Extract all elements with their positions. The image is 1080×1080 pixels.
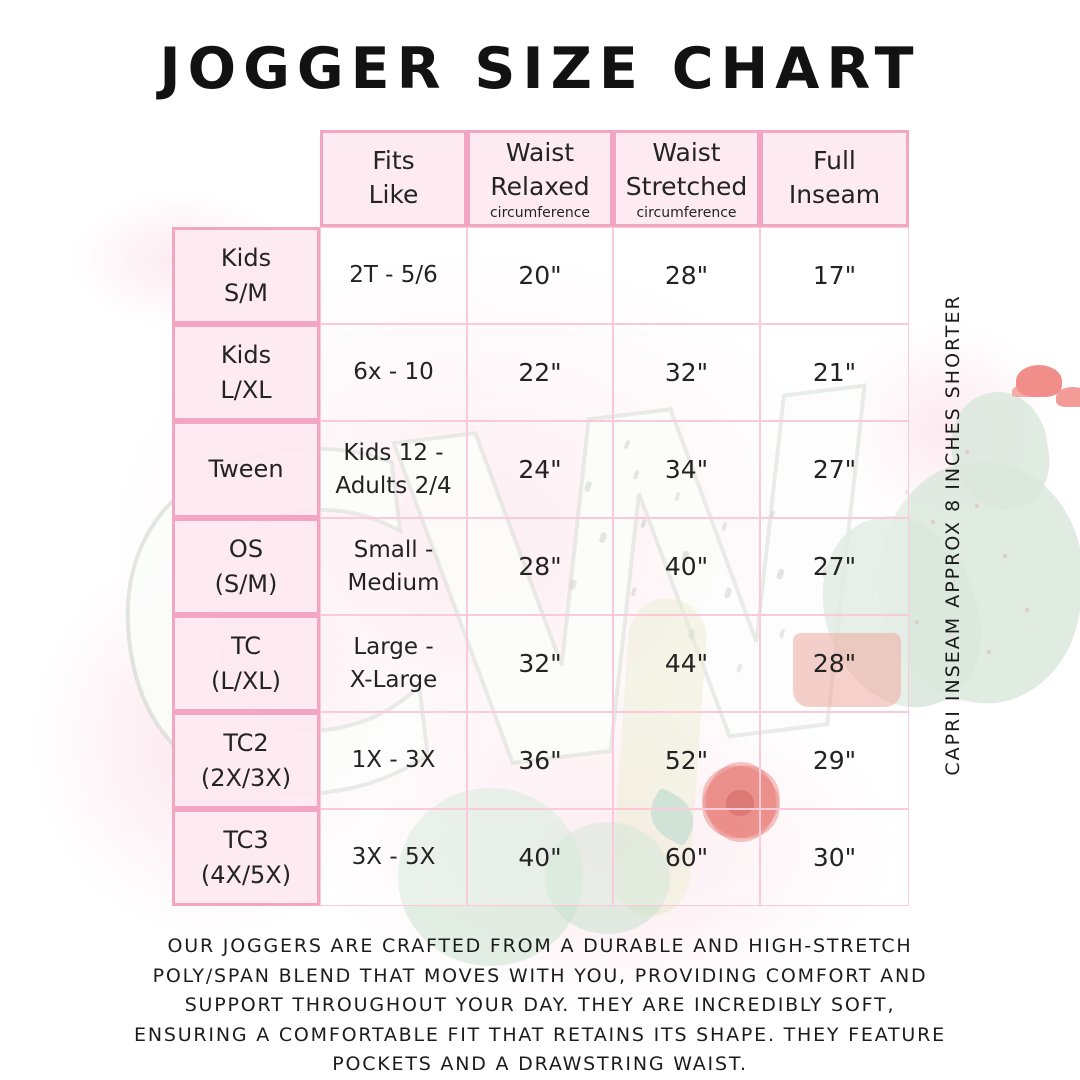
cell-waist-relaxed: 32" [467,615,613,712]
cactus-dots [905,490,909,494]
row-header-tc3: TC3 (4X/5X) [172,809,320,906]
red-flower [678,742,803,860]
column-header-label: Full Inseam [788,145,881,209]
cell-waist-relaxed: 20" [467,227,613,324]
cell-waist-relaxed: 24" [467,421,613,518]
cell-fits-like: Small - Medium [320,518,467,615]
column-header-subtext: circumference [489,205,591,222]
cell-full-inseam: 30" [760,809,909,906]
cell-fits-like: 1X - 3X [320,712,467,809]
cell-waist-relaxed: 36" [467,712,613,809]
flower-center [726,790,754,816]
cell-waist-stretched: 40" [613,518,760,615]
cell-waist-stretched: 44" [613,615,760,712]
cell-full-inseam: 29" [760,712,909,809]
column-header-full-inseam: Full Inseam [760,130,909,227]
cell-full-inseam: 27" [760,518,909,615]
cell-waist-relaxed: 28" [467,518,613,615]
cell-fits-like: Kids 12 - Adults 2/4 [320,421,467,518]
column-header-waist-relaxed: Waist Relaxed circumference [467,130,613,227]
cell-full-inseam: 28" [760,615,909,712]
column-header-label: Fits Like [368,145,419,209]
cell-waist-stretched: 32" [613,324,760,421]
row-header-kids-lxl: Kids L/XL [172,324,320,421]
cactus-pot [793,633,901,707]
cell-full-inseam: 21" [760,324,909,421]
cell-fits-like: 3X - 5X [320,809,467,906]
cell-full-inseam: 27" [760,421,909,518]
cell-waist-relaxed: 22" [467,324,613,421]
cell-waist-relaxed: 40" [467,809,613,906]
cell-fits-like: 6x - 10 [320,324,467,421]
row-header-tween: Tween [172,421,320,518]
column-header-subtext: circumference [636,205,737,222]
capri-inseam-note: CAPRI INSEAM APPROX 8 INCHES SHORTER [942,294,964,776]
cell-fits-like: 2T - 5/6 [320,227,467,324]
cactus-flower-icon [1016,365,1062,397]
row-header-kids-sm: Kids S/M [172,227,320,324]
description-text: OUR JOGGERS ARE CRAFTED FROM A DURABLE A… [134,935,946,1075]
cell-waist-stretched: 52" [613,712,760,809]
header-corner-spacer [172,130,320,227]
column-header-label: Waist Relaxed [490,137,590,201]
cell-fits-like: Large - X-Large [320,615,467,712]
page-title: JOGGER SIZE CHART [159,36,921,102]
row-header-os-sm: OS (S/M) [172,518,320,615]
column-header-label: Waist Stretched [625,137,748,201]
cell-waist-stretched: 60" [613,809,760,906]
cell-waist-stretched: 28" [613,227,760,324]
column-header-waist-stretched: Waist Stretched circumference [613,130,760,227]
round-cactus [545,822,670,934]
row-header-tc2: TC2 (2X/3X) [172,712,320,809]
cell-full-inseam: 17" [760,227,909,324]
row-header-tc-lxl: TC (L/XL) [172,615,320,712]
size-chart-table: Fits Like Waist Relaxed circumference Wa… [172,130,909,906]
cell-waist-stretched: 34" [613,421,760,518]
column-header-fits-like: Fits Like [320,130,467,227]
